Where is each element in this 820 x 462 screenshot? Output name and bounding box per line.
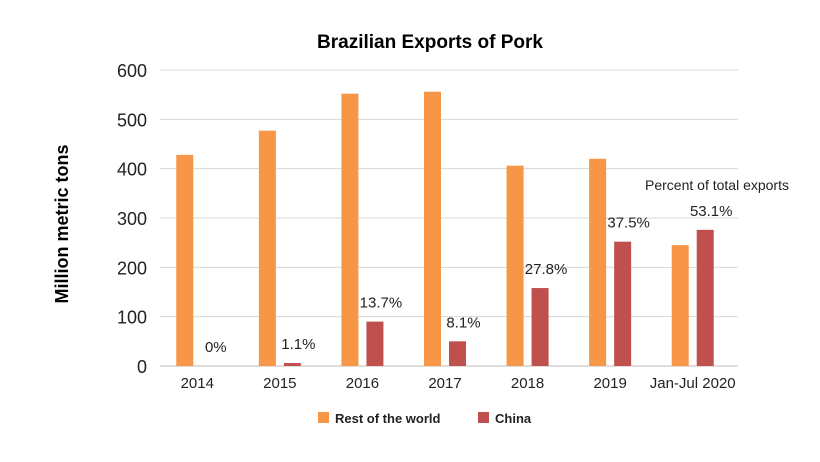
legend: Rest of the world China	[318, 411, 532, 426]
bar-china-2	[366, 321, 384, 366]
data-labels: 0% 1.1% 13.7% 8.1% 27.8% 37.5% 53.1%	[205, 203, 733, 356]
legend-label-rest-of-world: Rest of the world	[335, 411, 441, 426]
annotation-percent-of-total: Percent of total exports	[645, 177, 789, 193]
gridlines	[160, 69, 738, 367]
bar-china-4	[531, 288, 549, 366]
x-tick-labels: 2014 2015 2016 2017 2018 2019 Jan-Jul 2020	[181, 375, 736, 392]
x-tick-label: 2018	[511, 375, 544, 392]
bar-china-1	[283, 363, 301, 366]
data-label-china-2: 13.7%	[360, 295, 403, 312]
y-tick-label: 200	[117, 258, 147, 278]
y-tick-label: 400	[117, 160, 147, 180]
bar-china-6	[696, 229, 714, 366]
x-tick-label: 2017	[428, 375, 461, 392]
y-tick-label: 500	[117, 110, 147, 130]
bar-rest-of-world-1	[258, 130, 276, 366]
bar-rest-of-world-5	[589, 158, 607, 366]
y-tick-label: 100	[117, 308, 147, 328]
y-tick-label: 300	[117, 209, 147, 229]
bar-rest-of-world-0	[176, 154, 194, 366]
legend-swatch-rest-of-world	[318, 412, 329, 423]
bars	[176, 91, 714, 367]
bar-china-5	[614, 241, 632, 366]
x-tick-label: 2019	[593, 375, 626, 392]
legend-swatch-china	[478, 412, 489, 423]
bar-rest-of-world-4	[506, 165, 524, 366]
y-tick-label: 0	[137, 357, 147, 377]
data-label-china-4: 27.8%	[525, 261, 568, 278]
data-label-china-0: 0%	[205, 339, 227, 356]
chart-title: Brazilian Exports of Pork	[317, 32, 543, 53]
x-tick-label: 2014	[181, 375, 214, 392]
y-tick-label: 600	[117, 61, 147, 81]
y-tick-labels: 0 100 200 300 400 500 600	[117, 61, 147, 377]
bar-china-3	[449, 341, 466, 366]
data-label-china-5: 37.5%	[607, 215, 650, 232]
data-label-china-1: 1.1%	[281, 336, 315, 353]
bar-rest-of-world-6	[671, 245, 689, 366]
x-tick-label: 2016	[346, 375, 379, 392]
x-tick-label: 2015	[263, 375, 296, 392]
legend-label-china: China	[495, 411, 532, 426]
data-label-china-6: 53.1%	[690, 203, 733, 220]
data-label-china-3: 8.1%	[446, 314, 480, 331]
bar-rest-of-world-3	[424, 91, 441, 366]
bar-rest-of-world-2	[341, 93, 359, 367]
x-tick-label: Jan-Jul 2020	[650, 375, 736, 392]
y-axis-label: Million metric tons	[52, 144, 72, 303]
